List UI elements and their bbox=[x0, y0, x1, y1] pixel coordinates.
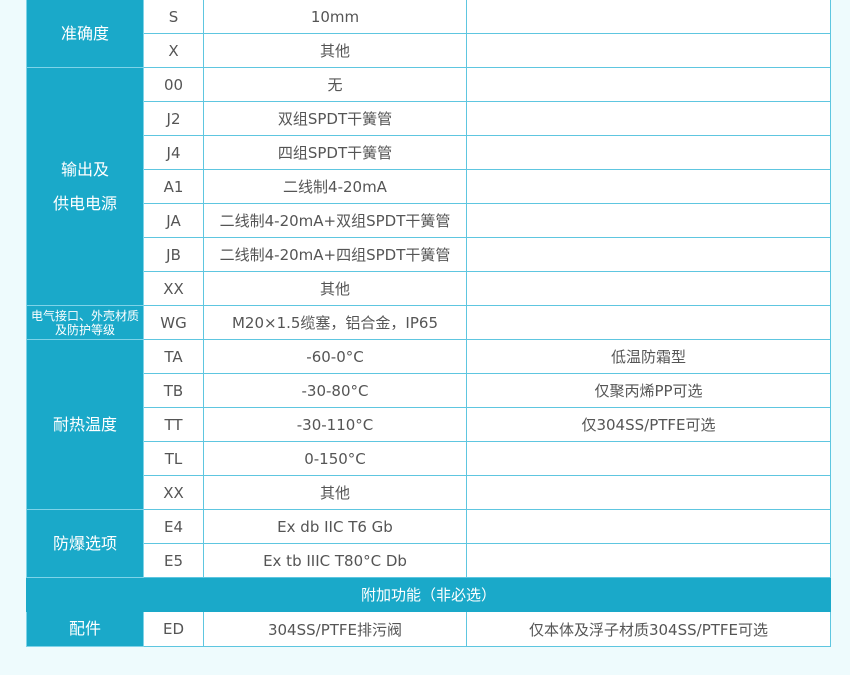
option-description: 二线制4-20mA+四组SPDT干簧管 bbox=[203, 237, 467, 272]
table-row: JA 二线制4-20mA+双组SPDT干簧管 bbox=[27, 203, 831, 238]
table-row: 耐热温度 TA -60-0°C 低温防霜型 bbox=[26, 339, 831, 510]
group-label: 输出及 供电电源 bbox=[26, 67, 144, 306]
section-header-row: 附加功能（非必选） bbox=[26, 577, 831, 612]
option-code: TT bbox=[143, 407, 204, 442]
option-code: J4 bbox=[143, 135, 204, 170]
table-row: 准确度 S 10mm bbox=[26, 0, 831, 68]
group-label: 配件 bbox=[26, 611, 144, 647]
table-row: X 其他 bbox=[27, 33, 831, 68]
option-description: 双组SPDT干簧管 bbox=[203, 101, 467, 136]
table-row: J2 双组SPDT干簧管 bbox=[27, 101, 831, 136]
option-code: E5 bbox=[143, 543, 204, 578]
option-note bbox=[466, 271, 831, 306]
option-note bbox=[466, 135, 831, 170]
option-code: 00 bbox=[143, 67, 204, 102]
table-row: TB -30-80°C 仅聚丙烯PP可选 bbox=[27, 373, 831, 408]
option-code: ED bbox=[143, 611, 204, 647]
option-note bbox=[466, 169, 831, 204]
section-header: 附加功能（非必选） bbox=[26, 577, 831, 612]
spec-table: 准确度 S 10mm X 其他 输出及 供电电源 00 无 J2 双组SPDT干簧管 J4 四组SPD… bbox=[26, 0, 831, 647]
option-code: WG bbox=[143, 305, 204, 340]
table-row: TL 0-150°C bbox=[27, 441, 831, 476]
option-description: -30-80°C bbox=[203, 373, 467, 408]
option-code: XX bbox=[143, 475, 204, 510]
option-code: XX bbox=[143, 271, 204, 306]
group-label: 准确度 bbox=[26, 0, 144, 68]
option-code: TL bbox=[143, 441, 204, 476]
option-description: 四组SPDT干簧管 bbox=[203, 135, 467, 170]
group-label: 耐热温度 bbox=[26, 339, 144, 510]
option-description: 二线制4-20mA+双组SPDT干簧管 bbox=[203, 203, 467, 238]
table-row: 配件 ED 304SS/PTFE排污阀 仅本体及浮子材质304SS/PTFE可选 bbox=[26, 611, 831, 647]
option-note bbox=[466, 543, 831, 578]
option-code: JB bbox=[143, 237, 204, 272]
group-label: 电气接口、外壳材质及防护等级 bbox=[26, 305, 144, 340]
option-note bbox=[466, 509, 831, 544]
table-row: 防爆选项 E4 Ex db IIC T6 Gb bbox=[26, 509, 831, 578]
option-description: Ex db IIC T6 Gb bbox=[203, 509, 467, 544]
option-note bbox=[466, 101, 831, 136]
table-row: TT -30-110°C 仅304SS/PTFE可选 bbox=[27, 407, 831, 442]
table-row: 输出及 供电电源 00 无 bbox=[26, 67, 831, 306]
option-description: 二线制4-20mA bbox=[203, 169, 467, 204]
option-note: 仅本体及浮子材质304SS/PTFE可选 bbox=[466, 611, 831, 647]
option-note: 低温防霜型 bbox=[466, 339, 831, 374]
option-code: TB bbox=[143, 373, 204, 408]
table-row: J4 四组SPDT干簧管 bbox=[27, 135, 831, 170]
option-code: JA bbox=[143, 203, 204, 238]
option-code: J2 bbox=[143, 101, 204, 136]
option-note bbox=[466, 475, 831, 510]
option-code: A1 bbox=[143, 169, 204, 204]
option-description: 无 bbox=[203, 67, 467, 102]
option-note bbox=[466, 0, 831, 34]
option-code: X bbox=[143, 33, 204, 68]
option-note bbox=[466, 441, 831, 476]
option-note: 仅聚丙烯PP可选 bbox=[466, 373, 831, 408]
option-note: 仅304SS/PTFE可选 bbox=[466, 407, 831, 442]
option-note bbox=[466, 305, 831, 340]
option-code: E4 bbox=[143, 509, 204, 544]
option-note bbox=[466, 203, 831, 238]
option-description: 0-150°C bbox=[203, 441, 467, 476]
table-row: 电气接口、外壳材质及防护等级 WG M20×1.5缆塞，铝合金，IP65 bbox=[26, 305, 831, 340]
table-row: JB 二线制4-20mA+四组SPDT干簧管 bbox=[27, 237, 831, 272]
option-description: 304SS/PTFE排污阀 bbox=[203, 611, 467, 647]
option-note bbox=[466, 237, 831, 272]
table-row: A1 二线制4-20mA bbox=[27, 169, 831, 204]
option-description: -60-0°C bbox=[203, 339, 467, 374]
table-row: XX 其他 bbox=[27, 271, 831, 306]
option-description: -30-110°C bbox=[203, 407, 467, 442]
option-description: 其他 bbox=[203, 475, 467, 510]
table-row: E5 Ex tb IIIC T80°C Db bbox=[27, 543, 831, 578]
option-code: S bbox=[143, 0, 204, 34]
option-description: M20×1.5缆塞，铝合金，IP65 bbox=[203, 305, 467, 340]
table-row: XX 其他 bbox=[27, 475, 831, 510]
option-description: 其他 bbox=[203, 33, 467, 68]
option-description: Ex tb IIIC T80°C Db bbox=[203, 543, 467, 578]
option-code: TA bbox=[143, 339, 204, 374]
option-description: 其他 bbox=[203, 271, 467, 306]
option-note bbox=[466, 67, 831, 102]
group-label: 防爆选项 bbox=[26, 509, 144, 578]
option-note bbox=[466, 33, 831, 68]
option-description: 10mm bbox=[203, 0, 467, 34]
